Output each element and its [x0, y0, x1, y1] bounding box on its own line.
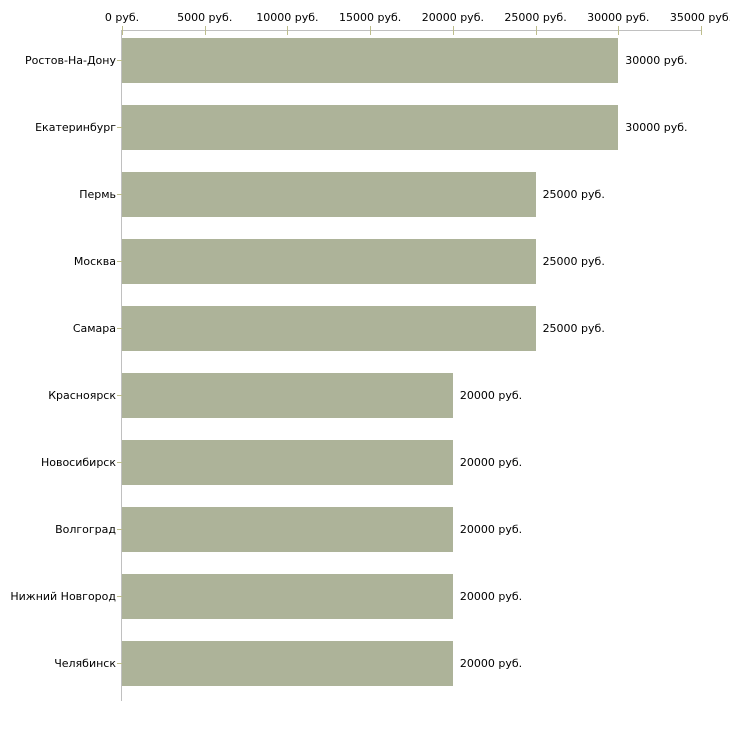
category-label: Волгоград [55, 523, 116, 536]
bar[interactable] [122, 239, 536, 284]
category-label: Красноярск [48, 389, 116, 402]
x-axis-tick-mark [618, 26, 620, 35]
x-axis-tick-label: 0 руб. [104, 11, 140, 24]
bar-row: Москва 25000 руб. [0, 232, 730, 299]
bar-row: Нижний Новгород 20000 руб. [0, 567, 730, 634]
category-label: Нижний Новгород [10, 590, 116, 603]
x-axis-tick-label: 30000 руб. [587, 11, 650, 24]
y-axis-tick-mark [117, 663, 122, 664]
bar[interactable] [122, 306, 536, 351]
bar[interactable] [122, 105, 619, 150]
y-axis-tick-mark [117, 529, 122, 530]
bar-row: Волгоград 20000 руб. [0, 500, 730, 567]
y-axis-line [121, 30, 122, 701]
x-axis-tick-mark [204, 26, 206, 35]
bar-row: Екатеринбург 30000 руб. [0, 98, 730, 165]
bar-row: Пермь 25000 руб. [0, 165, 730, 232]
bar[interactable] [122, 440, 453, 485]
x-axis-tick-mark [370, 26, 372, 35]
x-axis-tick-mark [122, 26, 123, 35]
x-axis-tick-label: 10000 руб. [256, 11, 319, 24]
bar[interactable] [122, 507, 453, 552]
y-axis-tick-mark [117, 596, 122, 597]
y-axis-tick-mark [117, 395, 122, 396]
bar-rows: Ростов-На-Дону 30000 руб. Екатеринбург 3… [0, 31, 730, 701]
bar-row: Челябинск 20000 руб. [0, 634, 730, 701]
x-axis-tick-label: 25000 руб. [504, 11, 567, 24]
y-axis-tick-mark [117, 194, 122, 195]
category-label: Самара [72, 322, 116, 335]
bar[interactable] [122, 574, 453, 619]
bar[interactable] [122, 641, 453, 686]
value-label: 20000 руб. [459, 389, 523, 402]
x-axis-tick-mark [287, 26, 289, 35]
y-axis-tick-mark [117, 462, 122, 463]
bar-row: Красноярск 20000 руб. [0, 366, 730, 433]
y-axis-tick-mark [117, 127, 122, 128]
x-axis-tick-mark [535, 26, 537, 35]
value-label: 25000 руб. [542, 188, 605, 201]
bar[interactable] [122, 38, 619, 83]
bar[interactable] [122, 373, 453, 418]
value-label: 20000 руб. [459, 657, 523, 670]
category-label: Москва [73, 255, 116, 268]
y-axis-tick-mark [117, 60, 122, 61]
value-label: 20000 руб. [459, 523, 523, 536]
bar[interactable] [122, 172, 536, 217]
bar-row: Самара 25000 руб. [0, 299, 730, 366]
bar-row: Ростов-На-Дону 30000 руб. [0, 31, 730, 98]
x-axis-tick-mark [701, 26, 702, 35]
y-axis-tick-mark [117, 261, 122, 262]
value-label: 30000 руб. [625, 121, 688, 134]
y-axis-tick-mark [117, 328, 122, 329]
value-label: 30000 руб. [625, 54, 688, 67]
category-label: Екатеринбург [35, 121, 116, 134]
category-label: Челябинск [54, 657, 116, 670]
value-label: 25000 руб. [542, 322, 605, 335]
x-axis-tick-label: 20000 руб. [421, 11, 484, 24]
x-axis-tick-label: 5000 руб. [177, 11, 233, 24]
x-axis-line [121, 30, 702, 31]
value-label: 20000 руб. [459, 456, 523, 469]
category-label: Пермь [79, 188, 116, 201]
x-axis-tick-label: 35000 руб. [669, 11, 730, 24]
x-axis-tick-mark [452, 26, 454, 35]
category-label: Ростов-На-Дону [24, 54, 116, 67]
category-label: Новосибирск [40, 456, 116, 469]
value-label: 25000 руб. [542, 255, 605, 268]
bar-row: Новосибирск 20000 руб. [0, 433, 730, 500]
x-axis-tick-label: 15000 руб. [339, 11, 402, 24]
value-label: 20000 руб. [459, 590, 523, 603]
